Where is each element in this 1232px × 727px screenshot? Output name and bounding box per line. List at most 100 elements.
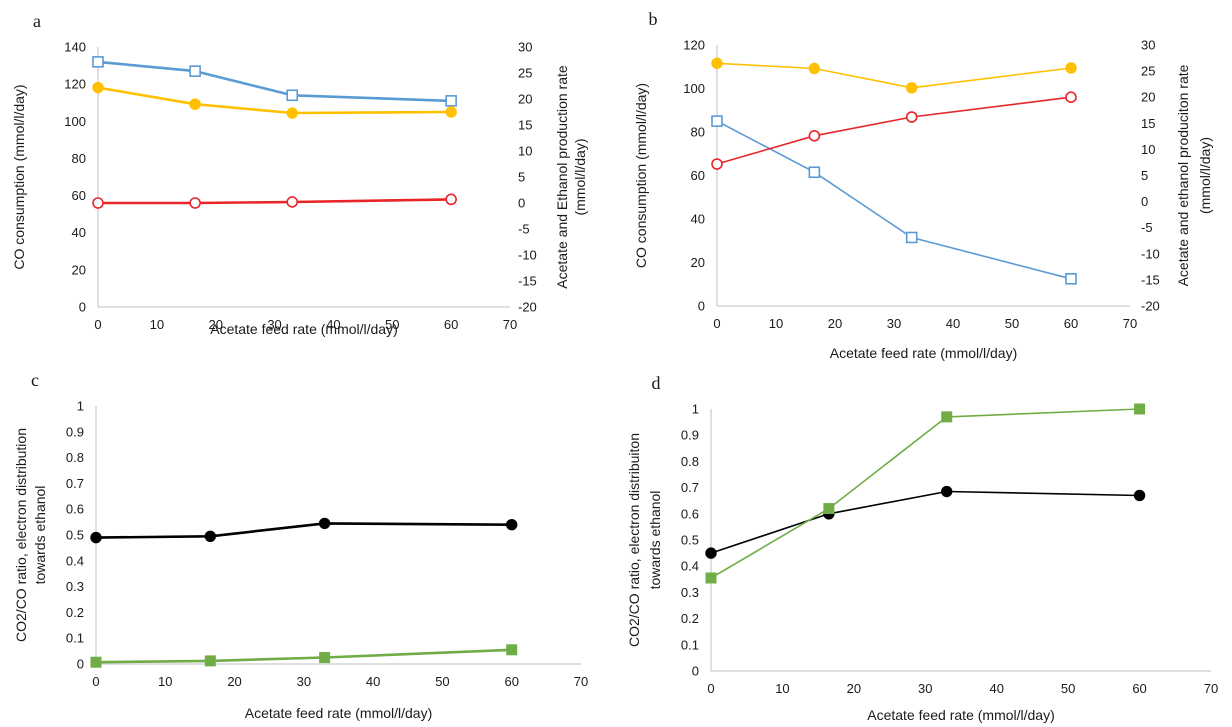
y2-tick-label: 0 [518,196,525,211]
series-line-0 [716,120,1072,280]
x-tick-label: 70 [1123,316,1137,331]
data-point [92,197,104,209]
y-tick-label: 0.9 [66,424,84,439]
data-point [189,65,201,77]
data-point [506,518,518,531]
y-tick-label: 120 [64,77,86,92]
y2-tick-label: 30 [1141,38,1155,53]
data-point [711,115,723,127]
y-tick-label: 40 [72,225,86,240]
y-tick-label: 0.1 [66,631,84,646]
y-tick-label: 100 [683,81,705,96]
y2-tick-label: 5 [518,170,525,185]
x-axis-label: Acetate feed rate (mmol/l/day) [830,345,1018,361]
series-line-1 [95,648,512,664]
y-tick-label: 60 [72,188,86,203]
y2-tick-label: -10 [1141,246,1160,261]
x-tick-label: 0 [94,317,101,332]
y-tick-label: 1 [77,399,84,414]
x-axis-label: Acetate feed rate (mmol/l/day) [210,321,398,337]
x-tick-label: 10 [158,674,172,689]
y2-axis-label-line1: Acetate and Ethanol production rate [554,65,570,289]
y2-tick-label: -20 [1141,299,1160,314]
y2-tick-label: -5 [1141,220,1153,235]
y2-tick-label: -15 [518,274,537,289]
y-tick-label: 80 [691,125,705,140]
x-tick-label: 60 [504,674,518,689]
y-axis-label: CO consumption (mmol/l/day) [633,83,649,268]
panel-letter: a [33,11,41,31]
y-tick-label: 0.3 [681,585,699,600]
data-point [286,196,299,208]
data-point [92,81,104,94]
y2-tick-label: 15 [518,118,532,133]
data-point [905,231,918,244]
panel-letter: d [652,373,661,393]
y-tick-label: 0.6 [681,506,699,521]
y-tick-label: 0.5 [66,528,84,543]
data-point [808,166,821,179]
y-tick-label: 0.4 [66,553,84,568]
y-tick-label: 0.6 [66,502,84,517]
y-tick-label: 0.3 [66,579,84,594]
y-tick-label: 0.5 [681,533,699,548]
y2-tick-label: 30 [518,40,532,55]
y-axis-label-line2: towards ethanol [647,491,663,590]
data-point [1134,403,1146,415]
series-line-1 [97,86,452,115]
y2-tick-label: 20 [1141,90,1155,105]
x-tick-label: 50 [1005,316,1019,331]
x-tick-label: 60 [1064,316,1078,331]
x-tick-label: 0 [707,681,714,696]
y-tick-label: 80 [72,151,86,166]
data-point [286,107,298,119]
data-point [445,95,457,107]
data-point [90,531,102,544]
data-point [1065,62,1077,74]
y2-tick-label: 10 [1141,142,1155,157]
data-point [808,130,821,142]
series-line-0 [710,490,1140,554]
data-point [941,411,953,423]
y-axis-label: CO consumption (mmol/l/day) [11,84,27,269]
y-tick-label: 0 [692,664,699,679]
y-tick-label: 0 [79,300,86,315]
y-tick-label: 0.2 [681,611,699,626]
x-tick-label: 40 [326,317,340,332]
x-tick-label: 40 [989,681,1003,696]
data-point [189,98,201,110]
data-point [445,193,457,206]
data-point [318,517,331,530]
y2-tick-label: -20 [518,300,537,315]
series-line-0 [97,60,452,103]
y-tick-label: 0.9 [681,428,699,443]
y-tick-label: 20 [691,255,705,270]
x-tick-label: 50 [1061,681,1075,696]
x-tick-label: 70 [503,317,517,332]
x-tick-label: 50 [385,317,399,332]
data-point [711,158,723,170]
y2-tick-label: 15 [1141,116,1155,131]
x-tick-label: 60 [444,317,458,332]
data-point [445,106,457,118]
x-tick-label: 0 [92,674,99,689]
series-line-1 [716,62,1072,89]
y2-tick-label: 5 [1141,168,1148,183]
y2-axis-label-line2: (mmol/l/day) [1197,137,1213,214]
y-axis-label-line1: CO2/CO ratio, electron distribution [13,428,29,642]
x-tick-label: 70 [574,674,588,689]
data-point [808,62,821,75]
x-tick-label: 30 [297,674,311,689]
series-line-2 [716,96,1072,165]
y2-tick-label: -10 [518,248,537,263]
y2-tick-label: -15 [1141,272,1160,287]
y-tick-label: 100 [64,114,86,129]
y-tick-label: 0.2 [66,605,84,620]
data-point [705,547,717,559]
x-tick-label: 20 [208,317,222,332]
panel-letter: c [31,370,39,390]
y-axis-label-line1: CO2/CO ratio, electron distribuiton [626,433,642,647]
chart-panel-a: a0 10 20 30 40 50 60 70020406080100120140-20-15… [11,11,588,337]
y-tick-label: 20 [72,262,86,277]
